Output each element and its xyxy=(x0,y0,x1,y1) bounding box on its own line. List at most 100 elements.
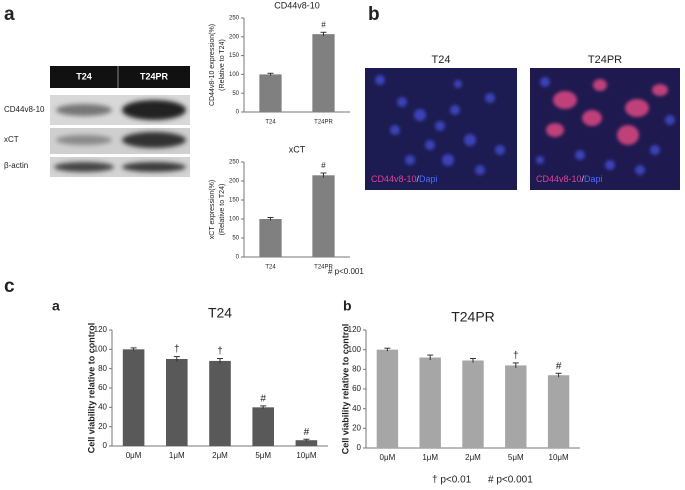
blot-column: T24PR xyxy=(140,71,169,81)
y-tick-label: 100 xyxy=(229,72,240,78)
chart-title: xCT xyxy=(289,144,306,154)
stain-separator: / xyxy=(582,174,585,184)
western-blot: T24 T24PR CD44v8-10 xCT β-actin xyxy=(4,66,190,177)
bar xyxy=(312,34,335,112)
y-tick-label: 60 xyxy=(98,383,107,392)
significance-mark: † xyxy=(513,351,519,362)
y-tick-label: 0 xyxy=(357,443,362,452)
y-tick-label: 20 xyxy=(352,423,361,432)
bar xyxy=(547,375,570,448)
significance-mark: # xyxy=(321,161,326,170)
significance-mark: # xyxy=(260,394,266,405)
significance-mark: † xyxy=(174,344,180,355)
panel-label: b xyxy=(368,4,380,25)
stain-label: CD44v8-10/Dapi xyxy=(536,174,603,184)
blot-lane xyxy=(50,157,190,177)
y-tick-label: 50 xyxy=(232,91,239,97)
x-tick-label: T24PR xyxy=(314,120,333,126)
bar xyxy=(295,440,318,446)
counterstain-name: Dapi xyxy=(584,174,603,184)
bar xyxy=(505,365,527,448)
panel-label: c xyxy=(4,276,15,297)
y-tick-label: 150 xyxy=(229,53,240,59)
bar xyxy=(122,349,145,446)
micrograph-title: T24PR xyxy=(588,54,622,66)
micrograph: T24 CD44v8-10/Dapi xyxy=(365,54,517,190)
bar xyxy=(252,407,274,446)
x-tick-label: 0μM xyxy=(380,453,396,462)
nuclei xyxy=(536,77,675,175)
y-tick-label: 60 xyxy=(352,384,361,393)
x-tick-label: 10μM xyxy=(549,453,570,462)
x-tick-label: T24 xyxy=(265,120,276,126)
chart-title: T24PR xyxy=(451,309,495,325)
stained-cells xyxy=(546,79,668,145)
y-axis-label: Cell viability relative to control xyxy=(340,324,350,455)
y-tick-label: 250 xyxy=(229,16,240,22)
panel-label: a xyxy=(52,298,60,314)
x-tick-label: 1μM xyxy=(169,451,185,460)
chart-title: T24 xyxy=(208,305,232,321)
y-tick-label: 50 xyxy=(232,236,239,242)
x-tick-label: T24PR xyxy=(314,265,333,271)
significance-mark: # xyxy=(321,20,326,29)
y-axis-label: (Relative to T24) xyxy=(219,184,226,236)
bar xyxy=(312,175,335,257)
blot-band xyxy=(122,132,186,148)
blot-band xyxy=(54,162,114,172)
y-tick-label: 0 xyxy=(236,255,240,261)
y-tick-label: 120 xyxy=(94,325,108,334)
nuclei xyxy=(375,75,505,175)
blot-header xyxy=(50,66,190,88)
footnote: # p<0.001 xyxy=(328,267,364,276)
x-tick-label: 5μM xyxy=(508,453,524,462)
stain-name: CD44v8-10 xyxy=(536,174,582,184)
micrograph: T24PR CD44v8-10/Dapi xyxy=(530,54,680,190)
blot-column: T24 xyxy=(76,71,92,81)
stain-name: CD44v8-10 xyxy=(371,174,417,184)
panel-label: a xyxy=(4,4,15,25)
blot-band xyxy=(122,100,186,120)
x-tick-label: 10μM xyxy=(296,451,317,460)
blot-row: CD44v8-10 xyxy=(4,105,45,114)
significance-mark: † xyxy=(217,346,223,357)
y-axis-label: CD44v8-10 expression(%) xyxy=(209,24,216,106)
bar xyxy=(259,74,282,112)
y-tick-label: 150 xyxy=(229,198,240,204)
micrograph-title: T24 xyxy=(432,54,451,66)
y-tick-label: 40 xyxy=(352,404,361,413)
footnote: # p<0.001 xyxy=(488,475,533,486)
bar xyxy=(419,357,441,448)
y-tick-label: 100 xyxy=(229,217,240,223)
y-tick-label: 250 xyxy=(229,160,240,166)
bar xyxy=(259,219,282,257)
x-tick-label: 5μM xyxy=(255,451,271,460)
y-tick-label: 120 xyxy=(348,325,362,334)
bar xyxy=(462,360,484,448)
y-tick-label: 200 xyxy=(229,34,240,40)
blot-row: xCT xyxy=(4,135,19,144)
y-axis-label: xCT expression(%) xyxy=(209,180,216,239)
y-tick-label: 0 xyxy=(236,110,240,116)
significance-mark: # xyxy=(556,361,562,372)
x-tick-label: 2μM xyxy=(465,453,481,462)
y-tick-label: 100 xyxy=(348,345,362,354)
y-axis-label: Cell viability relative to control xyxy=(86,323,96,454)
bar xyxy=(166,359,188,446)
y-tick-label: 0 xyxy=(103,441,108,450)
x-tick-label: T24 xyxy=(265,265,276,271)
x-tick-label: 0μM xyxy=(126,451,142,460)
y-axis-label: (Relative to T24) xyxy=(219,39,226,91)
footnote: † p<0.01 xyxy=(432,475,472,486)
y-tick-label: 20 xyxy=(98,422,107,431)
bar xyxy=(209,360,231,446)
blot-band xyxy=(122,162,186,172)
y-tick-label: 80 xyxy=(98,364,107,373)
blot-band xyxy=(56,135,112,145)
y-tick-label: 40 xyxy=(98,402,107,411)
blot-row: β-actin xyxy=(4,161,28,170)
stain-separator: / xyxy=(417,174,420,184)
y-tick-label: 200 xyxy=(229,179,240,185)
x-tick-label: 1μM xyxy=(422,453,438,462)
